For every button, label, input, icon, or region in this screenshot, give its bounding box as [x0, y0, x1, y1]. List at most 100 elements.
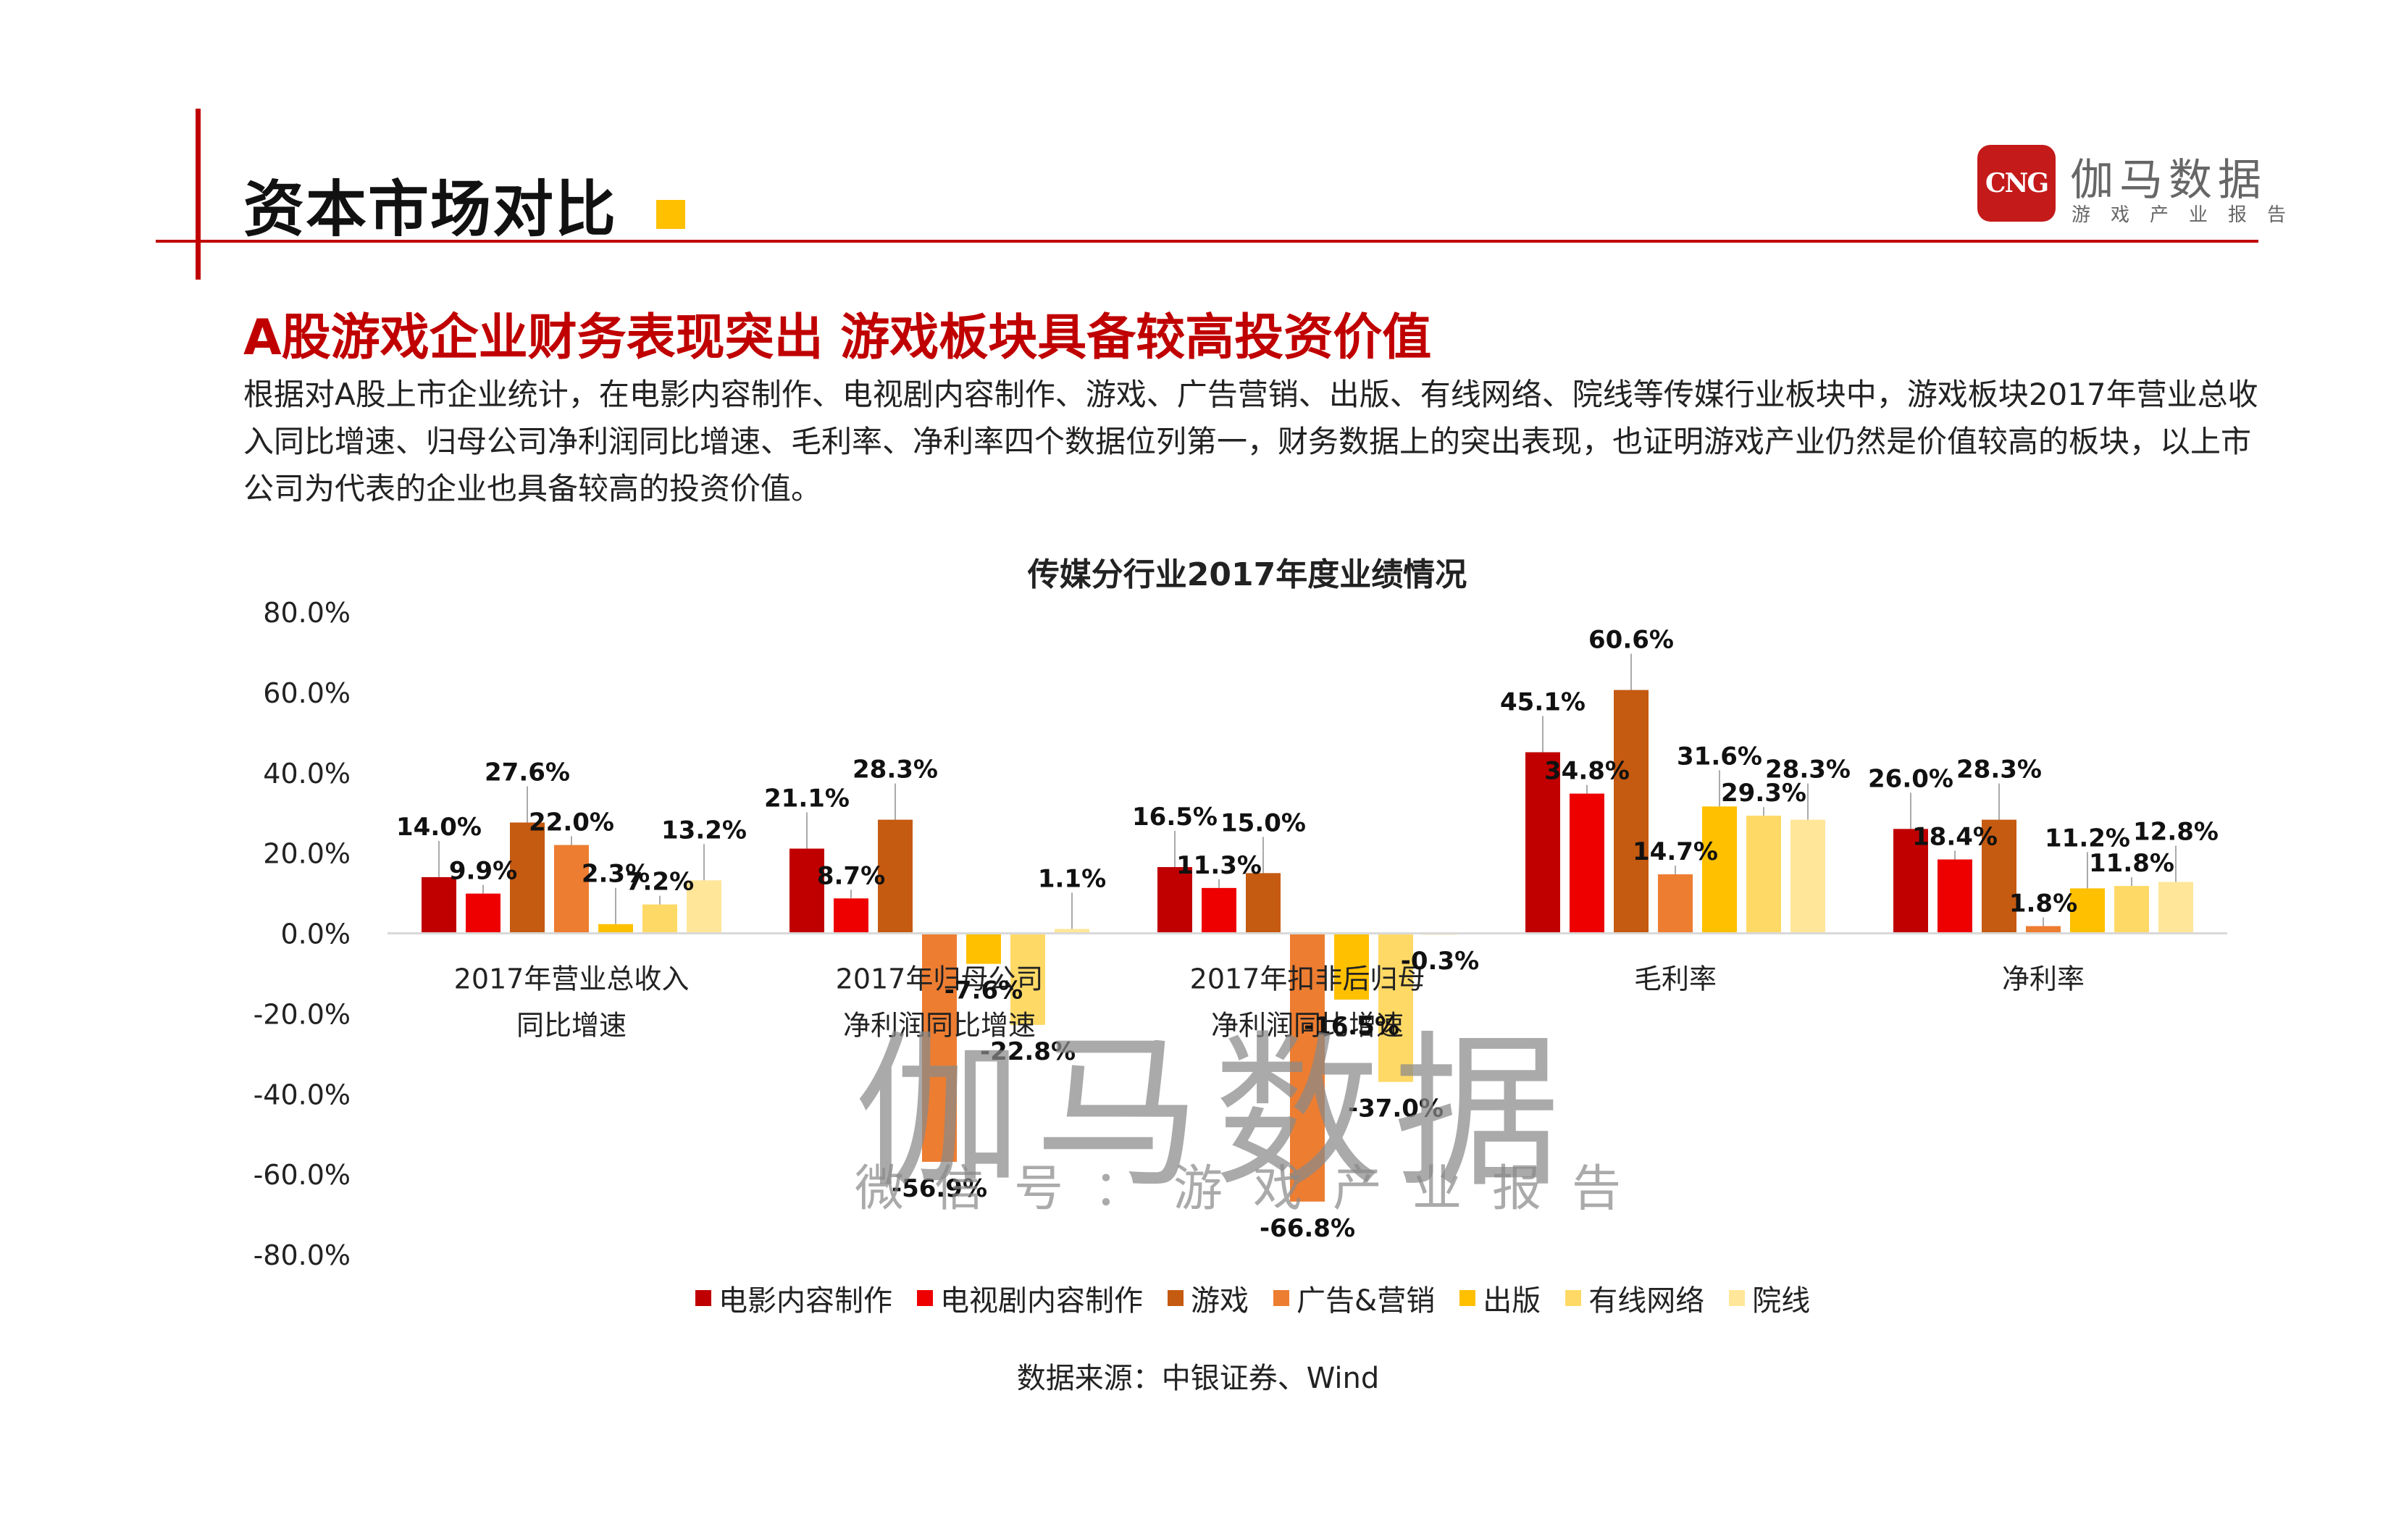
legend-label: 有线网络 — [1588, 1284, 1705, 1318]
y-tick-label: 60.0% — [263, 677, 351, 709]
y-tick-label: 40.0% — [263, 758, 351, 790]
brand-name: 伽马数据 — [2070, 155, 2267, 206]
legend-label: 广告&营销 — [1297, 1284, 1436, 1318]
chart-title: 传媒分行业2017年度业绩情况 — [1027, 556, 1467, 593]
x-tick-label: 净利率 — [2002, 963, 2085, 995]
data-label: 12.8% — [2133, 818, 2219, 847]
y-axis-ticks: 80.0% 60.0% 40.0% 20.0% 0.0% -20.0% -40.0% -60.… — [254, 597, 351, 1271]
data-label: -7.6% — [944, 976, 1023, 1005]
y-tick-label: -20.0% — [254, 998, 351, 1030]
x-tick-label: 毛利率 — [1634, 963, 1717, 995]
title-square-icon — [656, 200, 685, 229]
data-label: -0.3% — [1401, 947, 1479, 976]
data-label: 28.3% — [853, 756, 938, 784]
data-label: 27.6% — [485, 758, 570, 787]
bar — [687, 880, 721, 934]
data-label: 15.0% — [1220, 808, 1306, 837]
legend-swatch-icon — [1459, 1290, 1476, 1306]
data-label: 2.3% — [582, 860, 650, 889]
bar — [966, 933, 1001, 964]
bar — [2158, 882, 2193, 934]
body-paragraph: 根据对A股上市企业统计，在电影内容制作、电视剧内容制作、游戏、广告营销、出版、有… — [243, 377, 2258, 506]
data-label: 28.3% — [1956, 756, 2042, 784]
x-tick-label: 净利润同比增速 — [843, 1010, 1036, 1042]
bar — [1790, 819, 1825, 934]
bar — [1570, 793, 1604, 934]
legend-swatch-icon — [1729, 1290, 1746, 1306]
data-label: 28.3% — [1765, 756, 1851, 784]
data-source: 数据来源：中银证券、Wind — [1016, 1362, 1380, 1395]
data-label: 11.2% — [2045, 824, 2130, 853]
bar — [1055, 929, 1089, 934]
page-title: 资本市场对比 — [243, 174, 618, 245]
bar — [1334, 933, 1369, 1000]
bar — [598, 924, 633, 934]
data-label: 22.0% — [529, 808, 614, 837]
legend-item: 电影内容制作 — [695, 1277, 892, 1319]
bar — [1893, 829, 1928, 934]
bar — [422, 876, 456, 934]
data-label: 13.2% — [661, 816, 747, 845]
brand-logo-icon: CNG — [1977, 145, 2056, 222]
y-tick-label: -60.0% — [254, 1159, 351, 1191]
data-label: 11.3% — [1176, 851, 1262, 880]
y-tick-label: -80.0% — [254, 1239, 351, 1271]
legend-swatch-icon — [695, 1290, 711, 1306]
bar — [1378, 933, 1413, 1082]
data-label: 26.0% — [1868, 764, 1953, 793]
x-tick-label: 同比增速 — [516, 1010, 627, 1042]
data-label: -56.9% — [892, 1174, 987, 1203]
data-label: 16.5% — [1132, 803, 1218, 832]
chart-bars — [422, 690, 2193, 1202]
legend-label: 游戏 — [1191, 1284, 1249, 1318]
data-label: 45.1% — [1500, 687, 1586, 716]
bar — [466, 893, 500, 934]
legend-swatch-icon — [1565, 1290, 1582, 1306]
bar — [1746, 816, 1781, 934]
data-label: 31.6% — [1677, 742, 1762, 771]
data-label: 60.6% — [1588, 626, 1674, 655]
legend-item: 院线 — [1729, 1277, 1810, 1319]
bar — [1938, 859, 1972, 934]
x-tick-label: 净利润同比增速 — [1211, 1010, 1404, 1042]
data-label: 11.8% — [2089, 849, 2174, 878]
bar — [1246, 873, 1281, 934]
x-tick-label: 2017年营业总收入 — [454, 963, 690, 995]
bar — [1202, 887, 1236, 934]
bar — [1525, 752, 1560, 934]
y-tick-label: 20.0% — [263, 838, 351, 870]
legend-label: 电视剧内容制作 — [940, 1284, 1143, 1318]
legend-item: 电视剧内容制作 — [917, 1277, 1143, 1319]
data-label: -66.8% — [1260, 1214, 1355, 1243]
legend-item: 出版 — [1459, 1277, 1541, 1319]
bar — [1982, 819, 2016, 934]
data-label: 1.8% — [2009, 890, 2077, 918]
y-tick-label: 0.0% — [280, 918, 351, 950]
data-label: 1.1% — [1038, 864, 1106, 893]
watermark: 伽马数据 — [855, 1017, 1574, 1210]
bar — [789, 848, 824, 934]
y-tick-label: -40.0% — [254, 1079, 351, 1110]
data-label: 14.7% — [1633, 837, 1718, 866]
legend-item: 广告&营销 — [1273, 1277, 1435, 1319]
data-label: 34.8% — [1544, 757, 1630, 786]
legend-swatch-icon — [917, 1290, 933, 1306]
legend-swatch-icon — [1168, 1290, 1184, 1306]
header-divider — [156, 240, 2258, 243]
legend-label: 院线 — [1752, 1284, 1811, 1318]
data-label: -16.5% — [1304, 1012, 1399, 1041]
bar — [878, 819, 913, 934]
bar — [2114, 886, 2149, 934]
bar — [1614, 690, 1649, 934]
bar — [1658, 874, 1693, 934]
data-label: 7.2% — [626, 868, 694, 897]
bar — [2070, 888, 2105, 934]
bar — [510, 822, 545, 934]
bar — [554, 845, 589, 934]
data-label: 21.1% — [764, 784, 850, 813]
data-label: 14.0% — [396, 813, 482, 842]
data-label: 9.9% — [449, 857, 517, 886]
data-label: 18.4% — [1912, 822, 1998, 851]
legend-label: 电影内容制作 — [719, 1284, 892, 1318]
